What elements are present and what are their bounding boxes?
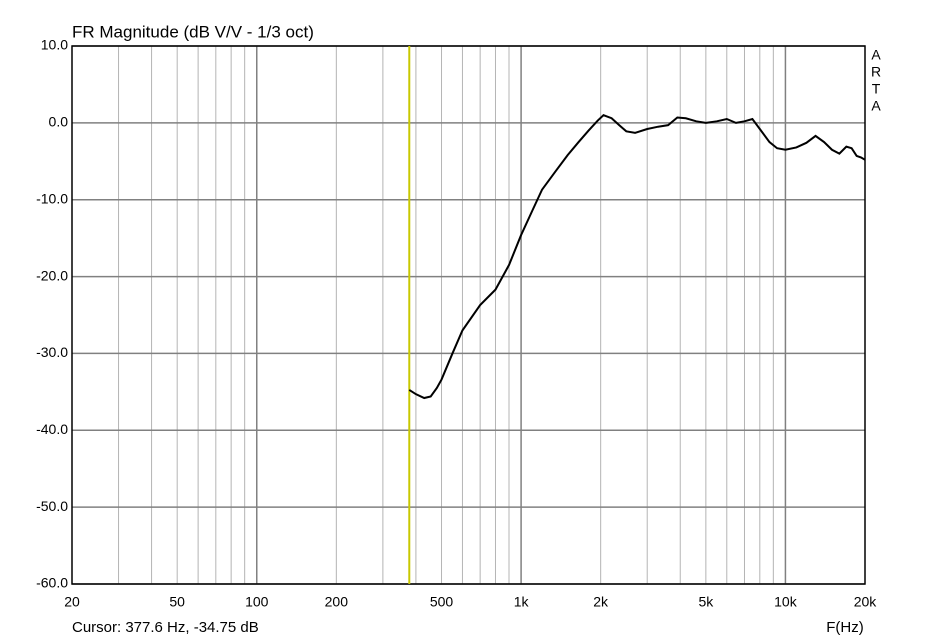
y-tick-label: -20.0 [36, 267, 68, 283]
y-tick-label: 10.0 [41, 37, 68, 53]
x-tick-label: 10k [774, 594, 798, 610]
y-tick-label: -50.0 [36, 498, 68, 514]
x-axis-label: F(Hz) [826, 619, 864, 636]
y-tick-label: -40.0 [36, 421, 68, 437]
x-tick-label: 20 [64, 594, 80, 610]
y-tick-label: -10.0 [36, 190, 68, 206]
x-tick-label: 500 [430, 594, 454, 610]
x-tick-label: 20k [854, 594, 878, 610]
x-tick-label: 1k [514, 594, 530, 610]
cursor-readout: Cursor: 377.6 Hz, -34.75 dB [72, 619, 259, 636]
y-tick-label: -60.0 [36, 575, 68, 591]
side-label: A [871, 47, 881, 63]
plot-frame [71, 45, 866, 585]
side-label: T [872, 81, 881, 97]
x-tick-label: 200 [325, 594, 349, 610]
side-label: R [871, 64, 881, 80]
x-tick-label: 5k [698, 594, 714, 610]
x-tick-label: 2k [593, 594, 609, 610]
y-tick-label: -30.0 [36, 344, 68, 360]
x-tick-label: 100 [245, 594, 269, 610]
x-tick-label: 50 [169, 594, 185, 610]
side-label: A [871, 98, 881, 114]
fr-curve [408, 114, 866, 400]
y-tick-label: 0.0 [49, 114, 69, 130]
chart-title: FR Magnitude (dB V/V - 1/3 oct) [72, 22, 314, 41]
